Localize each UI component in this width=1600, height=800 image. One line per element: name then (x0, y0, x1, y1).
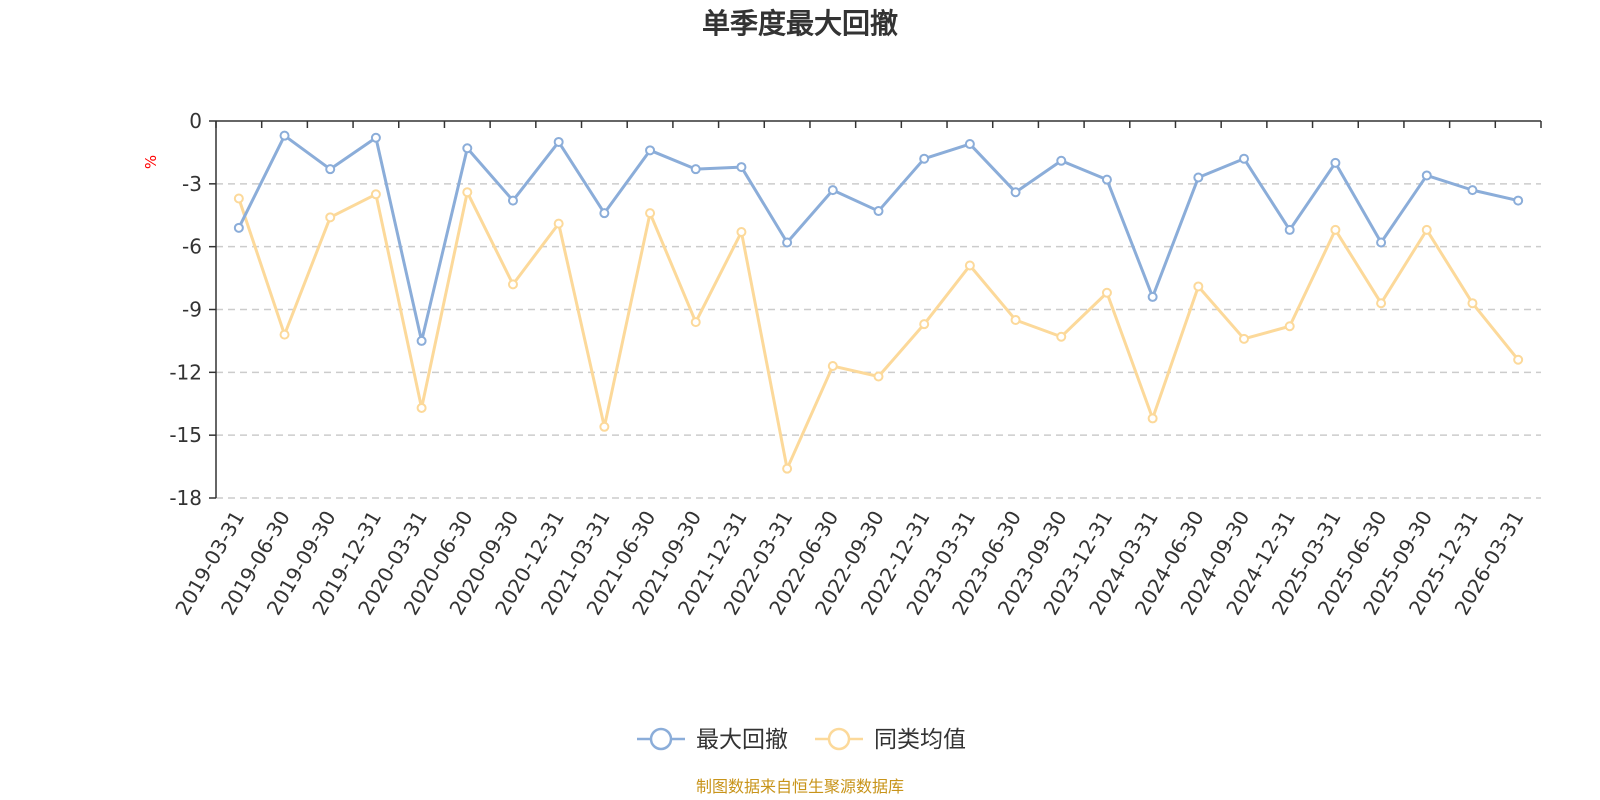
chart-title: 单季度最大回撤 (702, 7, 898, 40)
y-tick-label: -12 (169, 360, 202, 384)
legend-item-1[interactable]: 同类均值 (815, 727, 966, 753)
data-point (1101, 287, 1112, 298)
data-point (279, 329, 290, 340)
data-point (645, 208, 656, 219)
data-point (462, 187, 473, 198)
data-point (1056, 331, 1067, 342)
data-point (553, 218, 564, 229)
data-point (462, 143, 473, 154)
data-point (873, 371, 884, 382)
data-point (690, 164, 701, 175)
data-point (1513, 195, 1524, 206)
data-point (1376, 237, 1387, 248)
data-point (873, 206, 884, 217)
y-tick-label: -9 (182, 298, 202, 322)
data-point (1330, 224, 1341, 235)
data-point (1147, 413, 1158, 424)
legend-label: 同类均值 (874, 727, 966, 753)
legend-label: 最大回撤 (696, 727, 788, 753)
data-point (325, 212, 336, 223)
axes: 0-3-6-9-12-15-182019-03-312019-06-302019… (169, 109, 1542, 619)
data-point (599, 421, 610, 432)
data-point (553, 136, 564, 147)
y-tick-label: 0 (189, 109, 202, 133)
data-point (416, 402, 427, 413)
y-tick-label: -6 (182, 235, 202, 259)
y-tick-label: -3 (182, 172, 202, 196)
data-point (370, 132, 381, 143)
data-point (1467, 298, 1478, 309)
data-point (919, 153, 930, 164)
data-point (645, 145, 656, 156)
data-point (1421, 170, 1432, 181)
data-point (279, 130, 290, 141)
data-point (233, 193, 244, 204)
data-point (370, 189, 381, 200)
data-point (1010, 314, 1021, 325)
data-point (325, 164, 336, 175)
data-point (507, 279, 518, 290)
data-point (1101, 174, 1112, 185)
data-point (964, 139, 975, 150)
y-tick-label: -18 (169, 486, 202, 510)
data-point (782, 237, 793, 248)
data-point (1010, 187, 1021, 198)
data-point (1421, 224, 1432, 235)
data-point (1284, 224, 1295, 235)
data-point (690, 317, 701, 328)
data-point (964, 260, 975, 271)
legend-item-0[interactable]: 最大回撤 (637, 727, 788, 753)
y-tick-label: -15 (169, 423, 202, 447)
legend-marker-icon (827, 727, 851, 751)
data-point (1284, 321, 1295, 332)
legend[interactable]: 最大回撤 同类均值 (637, 727, 966, 753)
data-point (1513, 354, 1524, 365)
data-source-note: 制图数据来自恒生聚源数据库 (696, 777, 904, 796)
data-point (827, 361, 838, 372)
data-point (1193, 172, 1204, 183)
data-point (1147, 291, 1158, 302)
data-point (736, 162, 747, 173)
data-point (1376, 298, 1387, 309)
data-point (782, 463, 793, 474)
data-point (233, 222, 244, 233)
data-point (416, 335, 427, 346)
data-point (1330, 157, 1341, 168)
data-point (827, 185, 838, 196)
data-point (1056, 155, 1067, 166)
data-point (507, 195, 518, 206)
data-point (1467, 185, 1478, 196)
grid-lines (216, 183, 1541, 499)
data-point (1239, 333, 1250, 344)
data-point (919, 319, 930, 330)
series-lines (233, 130, 1524, 474)
y-axis-unit-label: % (142, 155, 160, 169)
data-point (1193, 281, 1204, 292)
data-point (736, 227, 747, 238)
legend-marker-icon (649, 727, 673, 751)
data-point (599, 208, 610, 219)
series-line-1 (237, 190, 1520, 471)
data-point (1239, 153, 1250, 164)
